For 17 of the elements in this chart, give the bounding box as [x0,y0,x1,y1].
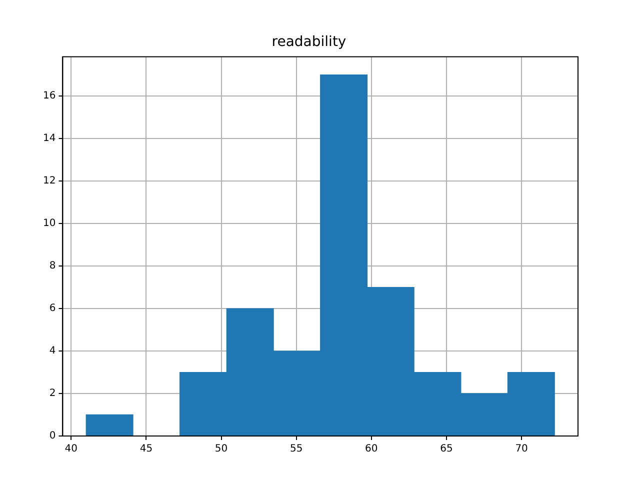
y-tick-label: 12 [42,176,56,187]
y-tick-label: 10 [42,218,56,230]
x-tick-label: 45 [140,444,153,455]
x-tick-label: 70 [515,444,528,455]
y-tick-label: 2 [49,388,56,400]
x-tick-label: 55 [290,444,303,455]
x-tick-label: 50 [214,444,228,455]
x-tick-label: 60 [365,444,378,455]
y-tick-label: 16 [42,90,56,102]
x-tick-label: 65 [440,444,453,455]
y-tick-label: 14 [42,133,56,144]
y-tick-label: 4 [49,346,56,357]
y-tick-label: 8 [49,260,56,272]
chart-title: readability [272,34,346,50]
y-tick-label: 0 [49,430,56,442]
x-tick-label: 40 [64,444,78,455]
y-tick-label: 6 [49,303,56,314]
